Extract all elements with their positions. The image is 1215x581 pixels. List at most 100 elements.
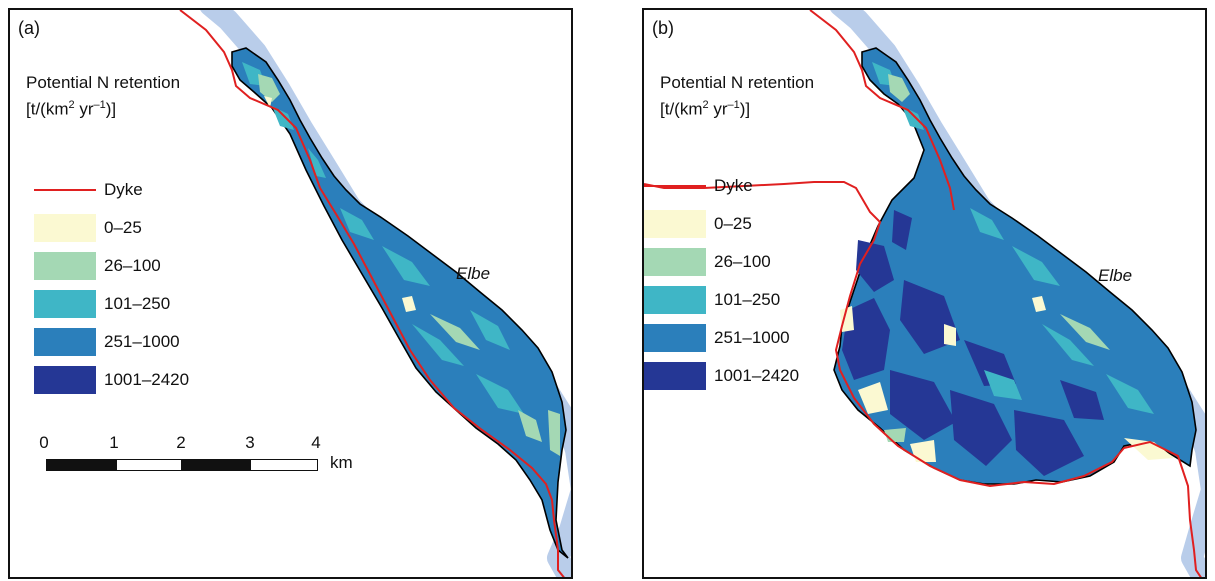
panel-label-a: (a) <box>18 18 40 38</box>
legend-swatch <box>644 324 706 352</box>
patch <box>858 382 888 414</box>
legend-swatch <box>644 362 706 390</box>
dyke-swatch <box>644 185 706 187</box>
river-label-a: Elbe <box>456 264 491 283</box>
legend-item-class: 101–250 <box>644 286 864 314</box>
patch <box>264 96 272 108</box>
patch <box>548 410 560 456</box>
patch <box>402 296 416 312</box>
legend-label: 1001–2420 <box>104 370 190 389</box>
river-label-b: Elbe <box>1098 266 1133 285</box>
legend-item-class: 26–100 <box>644 248 864 276</box>
legend-unit-part: –1 <box>93 99 106 111</box>
legend-item-class: 1001–2420 <box>34 366 254 394</box>
legend-label: Dyke <box>714 176 753 195</box>
scale-segment <box>116 459 182 471</box>
map-canvas-a <box>179 10 571 577</box>
legend-title-a: Potential N retention [t/(km2 yr–1)] <box>26 72 180 121</box>
legend-label: 101–250 <box>104 294 171 313</box>
legend-unit-part: [t/(km <box>660 99 703 119</box>
scale-segment <box>250 459 318 471</box>
legend-unit-part: –1 <box>727 99 740 111</box>
patch <box>1042 324 1094 366</box>
patch <box>1106 374 1154 414</box>
legend-title-line2: [t/(km2 yr–1)] <box>26 94 180 121</box>
legend-swatch <box>34 290 96 318</box>
patch <box>340 208 374 240</box>
patch <box>272 106 294 130</box>
scale-tick-label: 1 <box>109 433 119 452</box>
legend-title-line1: Potential N retention <box>26 73 181 92</box>
legend-label: 26–100 <box>104 256 161 275</box>
legend-unit-part: [t/(km <box>26 99 69 119</box>
legend-item-class: 26–100 <box>34 252 254 280</box>
legend-label: 0–25 <box>104 218 142 237</box>
legend-unit-part: 2 <box>68 99 75 111</box>
legend-unit-part: yr <box>74 99 94 119</box>
patch <box>892 210 912 250</box>
scale-bar: 0 1 2 3 4 km <box>39 433 364 473</box>
patch <box>1032 296 1046 312</box>
patch <box>950 390 1012 466</box>
patch <box>840 306 854 332</box>
patch <box>430 314 480 350</box>
dyke-line-b <box>644 181 1202 577</box>
patch <box>842 298 890 380</box>
legend-unit-part: yr <box>708 99 728 119</box>
dyke-line-b-upper <box>809 10 955 211</box>
legend-item-dyke: Dyke <box>644 172 864 200</box>
legend-item-class: 101–250 <box>34 290 254 318</box>
legend-unit-part: 2 <box>702 99 709 111</box>
legend-title-line1: Potential N retention <box>660 73 815 92</box>
scale-tick-label: 0 <box>39 433 49 452</box>
legend-label: 251–1000 <box>104 332 180 351</box>
map-panel-a: (a) Potential N retention [t/(km2 yr–1)]… <box>8 8 573 579</box>
patch <box>902 106 924 130</box>
legend-item-class: 1001–2420 <box>644 362 864 390</box>
legend-label: 26–100 <box>714 252 771 271</box>
panel-label-b: (b) <box>652 18 674 38</box>
patch <box>470 310 510 350</box>
legend-title-line2: [t/(km2 yr–1)] <box>660 94 814 121</box>
patch <box>964 340 1016 386</box>
patch <box>944 324 956 346</box>
legend-swatch <box>34 328 96 356</box>
patch <box>970 208 1004 240</box>
legend-label: 101–250 <box>714 290 781 309</box>
legend-item-class: 251–1000 <box>34 328 254 356</box>
map-canvas-b <box>644 10 1205 577</box>
patch <box>984 370 1022 400</box>
scale-segment <box>46 459 116 471</box>
scale-segment <box>182 459 250 471</box>
dyke-line-a <box>179 10 565 577</box>
patch <box>476 374 524 414</box>
legend-label: Dyke <box>104 180 143 199</box>
legend-unit-part: )] <box>739 99 751 119</box>
legend-swatch <box>644 248 706 276</box>
legend-label: 1001–2420 <box>714 366 800 385</box>
legend-item-class: 251–1000 <box>644 324 864 352</box>
legend-item-class: 0–25 <box>644 210 864 238</box>
patch <box>1060 380 1104 420</box>
scale-unit: km <box>330 453 353 472</box>
patch <box>890 370 956 440</box>
scale-tick-label: 4 <box>311 433 321 452</box>
map-panel-b: (b) Potential N retention [t/(km2 yr–1)]… <box>642 8 1207 579</box>
patch <box>1124 438 1174 460</box>
dyke-swatch <box>34 189 96 191</box>
scale-tick-label: 2 <box>176 433 186 452</box>
legend-swatch <box>34 252 96 280</box>
patch <box>1060 314 1110 350</box>
legend-item-class: 0–25 <box>34 214 254 242</box>
legend-swatch <box>644 210 706 238</box>
patch <box>308 148 326 178</box>
patch <box>1014 410 1084 476</box>
patch <box>412 324 464 366</box>
patch <box>888 74 910 102</box>
legend-swatch <box>34 214 96 242</box>
scale-tick-label: 3 <box>245 433 255 452</box>
legend-label: 0–25 <box>714 214 752 233</box>
patch <box>1012 246 1060 286</box>
patch <box>518 410 542 442</box>
legend-unit-part: )] <box>105 99 117 119</box>
